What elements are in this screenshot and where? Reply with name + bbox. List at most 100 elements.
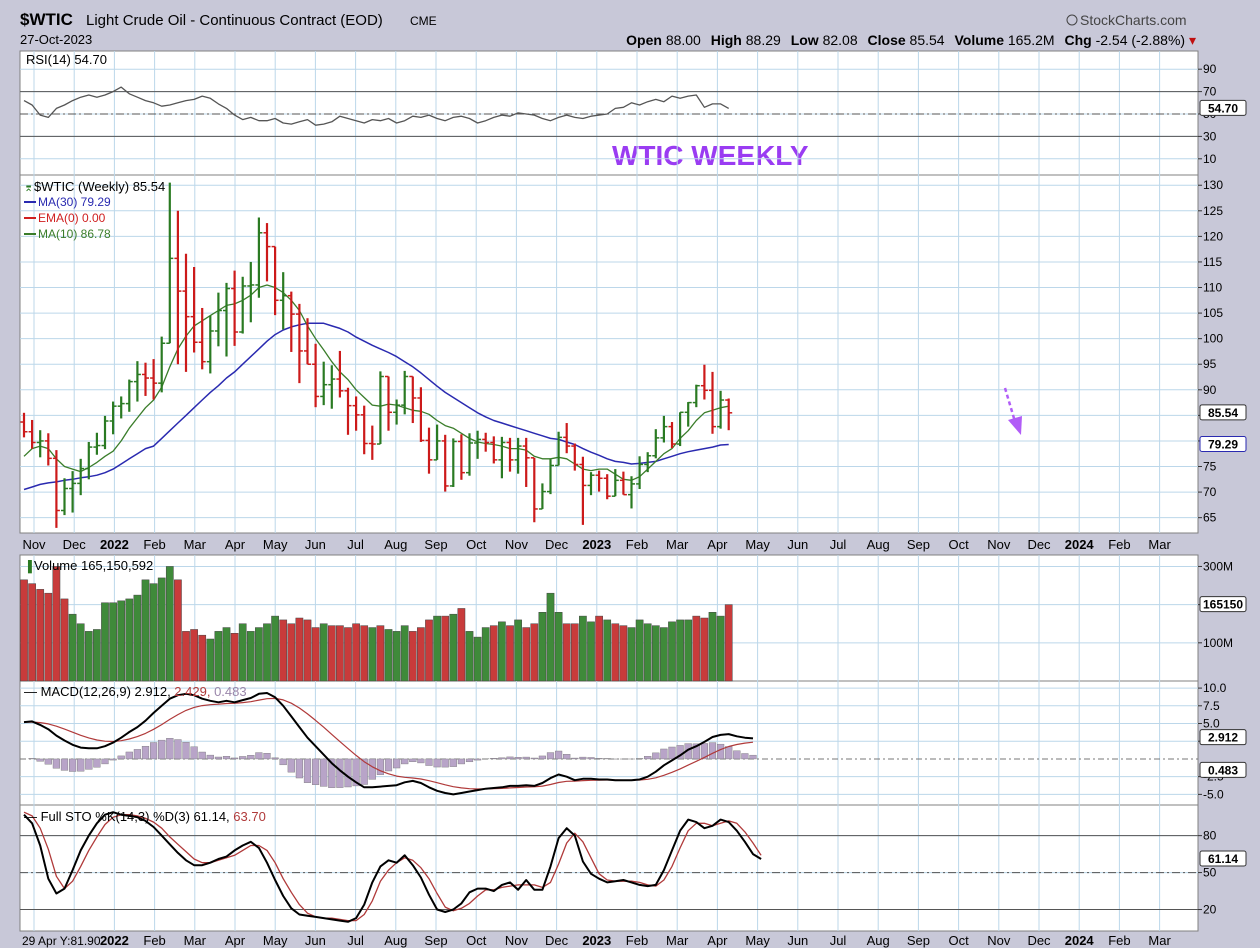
volume-bar <box>587 621 595 682</box>
macd-histogram-bar <box>409 758 417 763</box>
macd-histogram-bar <box>344 758 352 788</box>
macd-histogram-bar <box>158 739 166 760</box>
legend-label: MA(30) 79.29 <box>38 195 111 209</box>
macd-histogram-bar <box>125 751 133 760</box>
volume-bar <box>465 631 474 682</box>
macd-histogram-bar <box>514 757 522 760</box>
month-label: Sep <box>424 537 447 552</box>
bottom-month-label: Jun <box>787 933 808 948</box>
copyright-icon <box>1066 14 1078 26</box>
macd-histogram-bar <box>393 758 401 769</box>
month-label: May <box>263 537 288 552</box>
bottom-month-label: Jul <box>830 933 847 948</box>
open-label: Open <box>626 32 662 48</box>
volume-bar <box>44 592 53 682</box>
macd-tick-label: 10.0 <box>1203 681 1227 695</box>
macd-histogram-bar <box>303 758 312 783</box>
month-label: Mar <box>1148 537 1171 552</box>
volume-bar <box>117 600 126 682</box>
bottom-month-label: Oct <box>466 933 487 948</box>
month-label: Nov <box>505 537 529 552</box>
macd-histogram-bar <box>522 756 530 760</box>
volume-bar <box>506 625 514 682</box>
macd-tick-label: -5.0 <box>1203 787 1224 801</box>
macd-histogram-bar <box>579 756 587 760</box>
volume-bar <box>392 631 401 682</box>
price-panel <box>19 174 1199 534</box>
volume-bar <box>473 636 482 682</box>
volume-bar <box>344 627 352 682</box>
volume-bar <box>603 619 612 682</box>
macd-histogram-bar <box>384 758 393 772</box>
price-tick-label: 90 <box>1203 383 1217 397</box>
macd-tick-label: 7.5 <box>1203 699 1220 713</box>
macd-histogram-bar <box>198 751 206 760</box>
sto-d-line <box>23 811 762 922</box>
macd-histogram-bar <box>295 758 304 779</box>
volume-bar <box>417 627 425 682</box>
volume-bar <box>336 625 344 682</box>
bottom-month-label: Feb <box>143 933 165 948</box>
high-label: High <box>711 32 742 48</box>
volume-bar <box>554 612 563 682</box>
volume-bar <box>157 577 166 682</box>
price-tick-label: 95 <box>1203 357 1217 371</box>
volume-bar <box>449 613 458 682</box>
macd-hist-last-value-box <box>1199 761 1247 778</box>
macd-histogram-bar <box>352 758 360 787</box>
price-tick-label: 115 <box>1203 255 1222 269</box>
month-label: Jun <box>305 537 326 552</box>
month-label: Nov <box>987 537 1011 552</box>
month-label: 2023 <box>582 537 611 552</box>
bottom-month-label: Mar <box>666 933 689 948</box>
macd-histogram-bar <box>166 738 174 760</box>
bottom-month-label: Nov <box>505 933 529 948</box>
volume-bar <box>562 623 571 682</box>
volume-bar <box>101 602 109 682</box>
price-tick-label: 105 <box>1203 306 1223 320</box>
ohlc-line: Open 88.00 High 88.29 Low 82.08 Close 85… <box>626 32 1196 48</box>
volume-tick-label: 300M <box>1203 559 1233 573</box>
month-label: 2024 <box>1065 537 1095 552</box>
month-label: Feb <box>143 537 165 552</box>
macd-histogram-bar <box>133 749 142 760</box>
macd-histogram-bar <box>441 758 449 768</box>
volume-bar <box>724 604 733 682</box>
volume-bar <box>246 631 255 682</box>
bottom-month-label: Dec <box>1027 933 1051 948</box>
bottom-month-label: Mar <box>184 933 207 948</box>
month-label: Sep <box>907 537 930 552</box>
macd-histogram-bar <box>749 754 757 760</box>
volume-bar <box>28 583 36 682</box>
macd-tick-label: 5.0 <box>1203 717 1220 731</box>
macd-histogram-bar <box>77 758 85 772</box>
volume-bar <box>708 612 717 682</box>
volume-bar <box>530 623 539 682</box>
volume-bar <box>546 592 555 682</box>
rsi-title: RSI(14) 54.70 <box>26 52 107 67</box>
rsi-last-value-box <box>1199 99 1247 116</box>
low-label: Low <box>791 32 819 48</box>
volume-bar <box>149 583 158 682</box>
macd-histogram-bar <box>247 755 255 760</box>
macd-histogram-bar <box>708 742 717 760</box>
down-arrow-icon: ▾ <box>1189 32 1196 48</box>
month-label: Dec <box>545 537 569 552</box>
volume-bar <box>660 627 668 682</box>
month-label: 2022 <box>100 537 129 552</box>
macd-histogram-bar <box>149 742 158 760</box>
ma30-last-value: 79.29 <box>1208 438 1238 452</box>
volume-bar <box>619 625 628 682</box>
volume-bar <box>255 627 263 682</box>
header-exchange: CME <box>410 14 437 28</box>
macd-histogram-bar <box>465 758 474 763</box>
macd-histogram-bar <box>368 758 376 780</box>
price-tick-label: 110 <box>1203 281 1222 295</box>
volume-tick-label: 100M <box>1203 636 1233 650</box>
month-label: May <box>745 537 770 552</box>
macd-histogram-bar <box>587 757 595 760</box>
macd-histogram-bar <box>425 758 433 766</box>
volume-bar <box>481 627 490 682</box>
bottom-month-label: Apr <box>707 933 728 948</box>
macd-histogram-bar <box>652 752 660 760</box>
